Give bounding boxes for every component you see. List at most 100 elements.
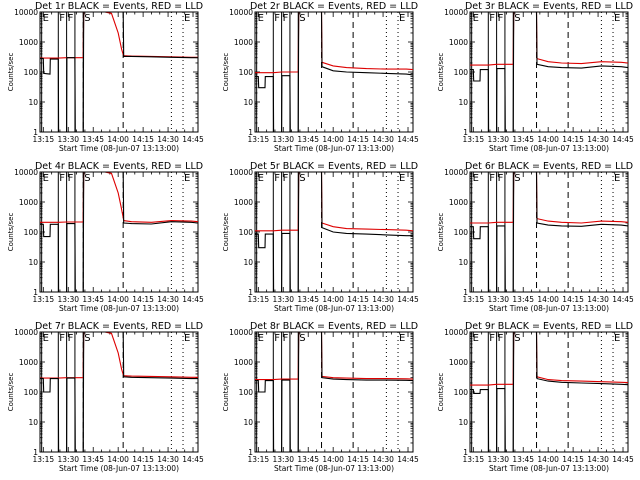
lld-series-line (470, 332, 628, 386)
x-tick-label: 14:15 (562, 135, 584, 144)
event-marker: E (184, 173, 190, 184)
plot-frame (39, 171, 199, 293)
x-tick-label: 13:30 (57, 135, 79, 144)
y-axis-label: Counts/sec (437, 53, 445, 92)
x-tick-label: 13:45 (82, 295, 104, 304)
x-tick-label: 13:30 (487, 295, 509, 304)
chart-panel-9: Det 9r BLACK = Events, RED = LLD 1 10 100 10… (437, 321, 634, 473)
y-tick-label: 100 (24, 68, 39, 77)
event-marker: S (84, 333, 90, 344)
x-tick-label: 13:15 (248, 455, 270, 464)
y-tick-label: 1 (248, 288, 253, 297)
y-tick-label: 10 (458, 98, 468, 107)
event-marker: S (514, 333, 520, 344)
event-marker: F (498, 173, 504, 184)
chart-title: Det 2r BLACK = Events, RED = LLD (250, 1, 418, 12)
event-marker: F (68, 13, 74, 24)
event-marker: F (68, 333, 74, 344)
y-tick-label: 10 (243, 258, 253, 267)
event-marker: S (299, 333, 305, 344)
event-marker: E (43, 173, 49, 184)
events-series-line (255, 332, 413, 452)
event-marker: F (59, 13, 65, 24)
x-tick-label: 13:15 (33, 295, 55, 304)
event-marker: F (489, 13, 495, 24)
x-tick-label: 14:15 (562, 295, 584, 304)
event-marker: E (399, 333, 405, 344)
x-tick-label: 14:30 (157, 135, 179, 144)
x-tick-label: 13:15 (463, 135, 485, 144)
x-axis-label: Start Time (08-Jun-07 13:13:00) (59, 144, 179, 153)
event-marker: E (614, 173, 620, 184)
plot-frame (469, 171, 629, 293)
y-tick-label: 10 (28, 258, 38, 267)
y-tick-label: 100 (454, 228, 469, 237)
x-tick-label: 14:45 (612, 295, 634, 304)
y-tick-label: 10000 (444, 168, 468, 177)
event-marker: F (59, 173, 65, 184)
x-axis-label: Start Time (08-Jun-07 13:13:00) (489, 144, 609, 153)
event-marker: S (84, 173, 90, 184)
event-marker: E (184, 333, 190, 344)
x-tick-label: 13:15 (33, 135, 55, 144)
x-tick-label: 14:30 (157, 455, 179, 464)
x-axis-label: Start Time (08-Jun-07 13:13:00) (274, 304, 394, 313)
event-marker: F (59, 333, 65, 344)
y-tick-label: 10 (243, 418, 253, 427)
chart-title: Det 5r BLACK = Events, RED = LLD (250, 161, 418, 172)
x-tick-label: 14:30 (372, 135, 394, 144)
event-marker: S (514, 173, 520, 184)
y-tick-label: 10000 (229, 328, 253, 337)
event-marker: F (498, 333, 504, 344)
event-marker: S (299, 173, 305, 184)
event-marker: E (473, 13, 479, 24)
y-tick-label: 1 (463, 288, 468, 297)
lld-series-line (255, 12, 413, 74)
event-marker: S (299, 13, 305, 24)
x-tick-label: 14:45 (612, 455, 634, 464)
y-tick-label: 100 (239, 68, 254, 77)
y-tick-label: 10 (458, 418, 468, 427)
x-tick-label: 13:45 (512, 295, 534, 304)
x-tick-label: 14:30 (587, 295, 609, 304)
event-marker: F (283, 173, 289, 184)
lld-series-line (470, 172, 628, 224)
x-tick-label: 13:30 (57, 295, 79, 304)
y-tick-label: 1000 (19, 38, 38, 47)
x-tick-label: 13:15 (463, 295, 485, 304)
x-tick-label: 14:15 (347, 455, 369, 464)
x-tick-label: 13:15 (33, 455, 55, 464)
chart-panel-5: Det 5r BLACK = Events, RED = LLD 1 10 100 10… (222, 161, 419, 313)
x-axis-label: Start Time (08-Jun-07 13:13:00) (59, 464, 179, 473)
x-tick-label: 13:45 (512, 455, 534, 464)
y-tick-label: 10 (28, 98, 38, 107)
x-tick-label: 14:00 (537, 135, 559, 144)
x-tick-label: 14:30 (372, 455, 394, 464)
y-tick-label: 100 (239, 388, 254, 397)
y-axis-label: Counts/sec (7, 373, 15, 412)
y-tick-label: 1 (33, 128, 38, 137)
chart-title: Det 1r BLACK = Events, RED = LLD (35, 1, 203, 12)
x-tick-label: 14:00 (107, 455, 129, 464)
event-marker: S (514, 13, 520, 24)
y-tick-label: 1000 (234, 198, 253, 207)
y-tick-label: 1000 (19, 198, 38, 207)
chart-panel-2: Det 2r BLACK = Events, RED = LLD 1 10 100 10… (222, 1, 419, 153)
y-tick-label: 1 (463, 448, 468, 457)
x-axis-label: Start Time (08-Jun-07 13:13:00) (274, 464, 394, 473)
x-tick-label: 13:30 (487, 135, 509, 144)
y-tick-label: 100 (239, 228, 254, 237)
event-marker: F (498, 13, 504, 24)
y-tick-label: 1 (248, 448, 253, 457)
x-tick-label: 14:45 (612, 135, 634, 144)
y-tick-label: 10000 (444, 328, 468, 337)
plot-frame (469, 11, 629, 133)
x-tick-label: 14:15 (132, 135, 154, 144)
event-marker: F (283, 13, 289, 24)
x-tick-label: 14:45 (397, 135, 419, 144)
y-tick-label: 1000 (449, 198, 468, 207)
y-tick-label: 1 (33, 288, 38, 297)
x-tick-label: 14:45 (182, 135, 204, 144)
x-axis-label: Start Time (08-Jun-07 13:13:00) (274, 144, 394, 153)
x-tick-label: 13:45 (297, 455, 319, 464)
